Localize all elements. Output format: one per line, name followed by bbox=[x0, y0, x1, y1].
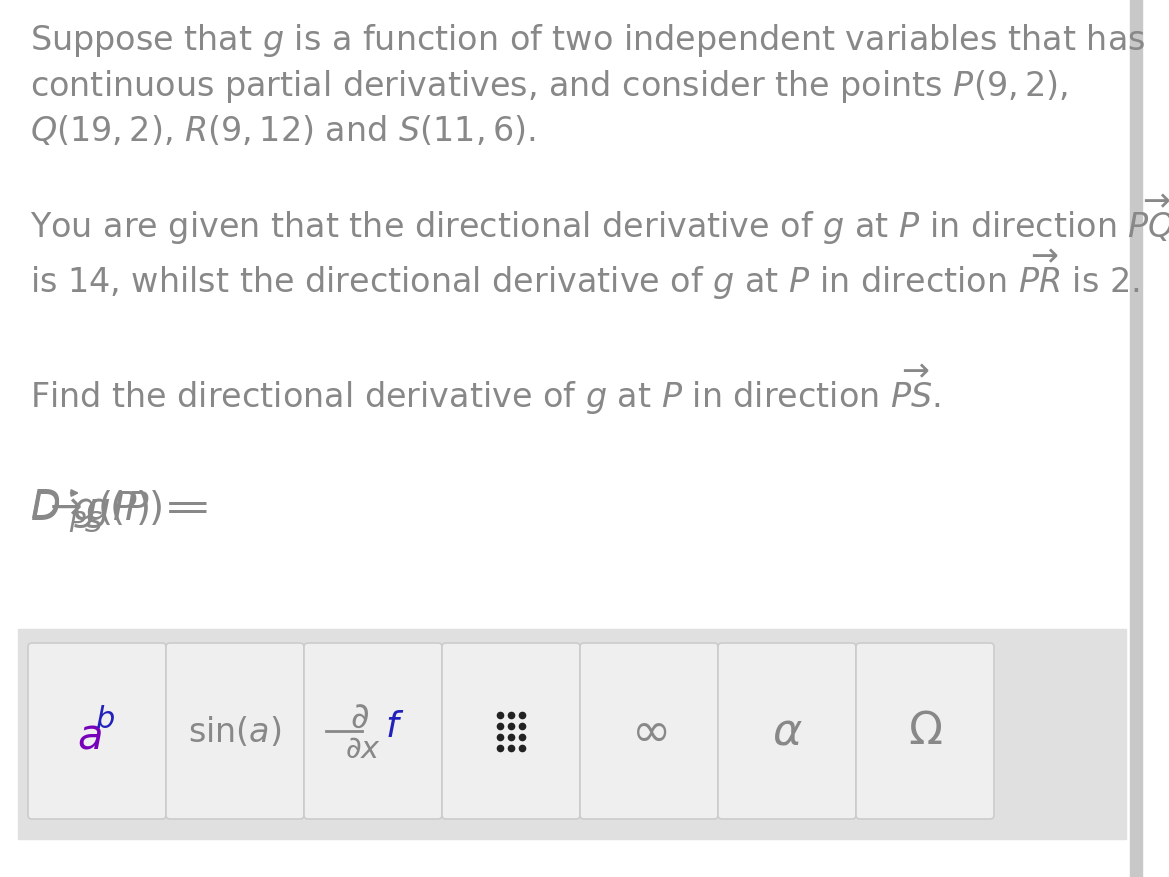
Text: $a$: $a$ bbox=[77, 715, 102, 757]
Text: $f$: $f$ bbox=[386, 709, 404, 743]
Bar bbox=[1130, 0, 1142, 877]
Text: You are given that the directional derivative of $g$ at $P$ in direction $\overr: You are given that the directional deriv… bbox=[30, 193, 1169, 247]
Text: $\partial x$: $\partial x$ bbox=[345, 735, 381, 764]
Text: $\sin(a)$: $\sin(a)$ bbox=[188, 714, 282, 748]
Text: $\Omega$: $\Omega$ bbox=[908, 709, 942, 752]
Text: $Q(19,2)$, $R(9,12)$ and $S(11,6)$.: $Q(19,2)$, $R(9,12)$ and $S(11,6)$. bbox=[30, 114, 535, 148]
Text: $\partial$: $\partial$ bbox=[350, 700, 368, 734]
FancyBboxPatch shape bbox=[580, 643, 718, 819]
Text: $\infty$: $\infty$ bbox=[631, 709, 667, 753]
Text: $b$: $b$ bbox=[95, 705, 115, 734]
FancyBboxPatch shape bbox=[28, 643, 166, 819]
FancyBboxPatch shape bbox=[718, 643, 856, 819]
FancyBboxPatch shape bbox=[856, 643, 994, 819]
Text: Find the directional derivative of $g$ at $P$ in direction $\overrightarrow{PS}$: Find the directional derivative of $g$ a… bbox=[30, 362, 941, 417]
Text: $D$: $D$ bbox=[30, 488, 60, 525]
Text: continuous partial derivatives, and consider the points $P(9,2)$,: continuous partial derivatives, and cons… bbox=[30, 68, 1068, 105]
Text: $D\,\overrightarrow{}\,g(P)\,=$: $D\,\overrightarrow{}\,g(P)\,=$ bbox=[30, 488, 195, 530]
FancyBboxPatch shape bbox=[304, 643, 442, 819]
Text: is 14, whilst the directional derivative of $g$ at $P$ in direction $\overrighta: is 14, whilst the directional derivative… bbox=[30, 247, 1140, 302]
Bar bbox=[18, 630, 1126, 839]
FancyBboxPatch shape bbox=[442, 643, 580, 819]
Text: $g(P)\,=$: $g(P)\,=$ bbox=[85, 488, 208, 530]
Text: $\alpha$: $\alpha$ bbox=[772, 709, 802, 752]
Text: $PS$: $PS$ bbox=[68, 510, 104, 538]
FancyBboxPatch shape bbox=[166, 643, 304, 819]
Text: Suppose that $g$ is a function of two independent variables that has: Suppose that $g$ is a function of two in… bbox=[30, 22, 1146, 59]
